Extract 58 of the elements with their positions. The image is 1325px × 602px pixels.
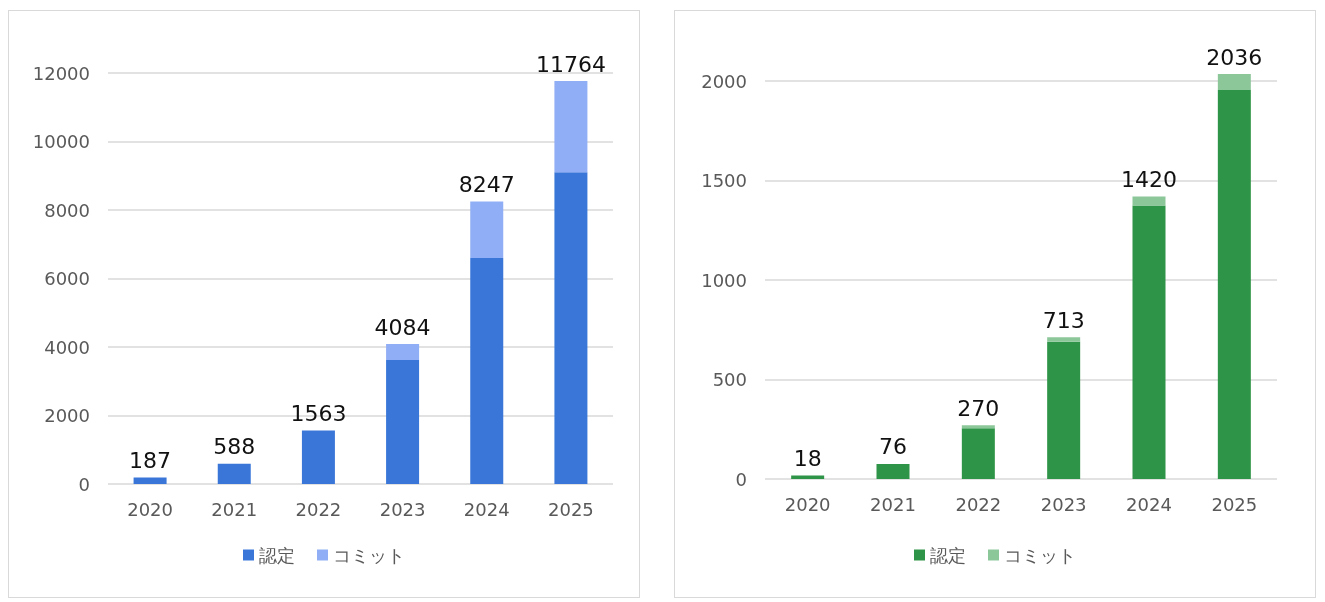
bar — [961, 428, 995, 479]
x-tick-label: 2021 — [870, 493, 916, 515]
total-label: 270 — [957, 395, 1000, 421]
y-tick-label: 6000 — [44, 268, 90, 289]
x-tick-label: 2024 — [1126, 493, 1172, 515]
y-tick-label: 2000 — [44, 405, 90, 426]
bar — [554, 81, 588, 173]
bar — [386, 344, 420, 361]
bar — [470, 201, 504, 258]
x-tick-label: 2022 — [295, 498, 342, 520]
x-tick-label: 2022 — [955, 493, 1002, 515]
x-tick-label: 2021 — [211, 498, 258, 520]
legend-label: コミット — [1004, 544, 1076, 566]
bar — [301, 430, 335, 484]
total-label: 8247 — [458, 172, 515, 198]
legend-label: 認定 — [259, 544, 295, 566]
bar — [217, 463, 251, 484]
total-label: 187 — [129, 448, 172, 474]
total-label: 1420 — [1121, 167, 1177, 193]
total-label: 4084 — [374, 314, 431, 340]
y-tick-label: 4000 — [44, 336, 90, 358]
legend-label: 認定 — [930, 544, 966, 566]
legend-label: コミット — [333, 544, 405, 566]
total-label: 76 — [879, 434, 907, 460]
bar — [386, 360, 420, 484]
bar — [1047, 337, 1081, 342]
total-label: 2036 — [1206, 44, 1263, 70]
bar — [1047, 341, 1081, 479]
total-label: 588 — [213, 434, 256, 460]
bar — [876, 463, 910, 479]
x-tick-label: 2020 — [784, 493, 831, 515]
y-tick-label: 12000 — [32, 62, 90, 84]
bar — [554, 172, 588, 484]
total-label: 11764 — [535, 51, 606, 77]
bar — [1217, 90, 1251, 479]
x-tick-label: 2023 — [1040, 493, 1087, 515]
y-tick-label: 1500 — [701, 170, 747, 192]
x-tick-label: 2025 — [1211, 493, 1258, 515]
bar — [470, 257, 504, 484]
x-tick-label: 2023 — [379, 498, 426, 520]
x-tick-label: 2020 — [127, 498, 173, 520]
y-tick-label: 2000 — [701, 70, 747, 92]
bar — [133, 477, 167, 484]
y-tick-label: 1000 — [701, 269, 747, 291]
total-label: 18 — [793, 445, 822, 471]
bar — [791, 475, 825, 479]
y-tick-label: 500 — [712, 369, 747, 391]
bar — [1132, 205, 1166, 479]
total-label: 1563 — [290, 400, 347, 426]
y-tick-label: 0 — [735, 468, 747, 490]
y-tick-label: 0 — [78, 473, 90, 495]
x-tick-label: 2024 — [463, 498, 510, 520]
x-tick-label: 2025 — [548, 498, 594, 520]
total-label: 713 — [1042, 307, 1085, 333]
bar — [1217, 74, 1251, 91]
bar — [961, 425, 995, 429]
y-tick-label: 10000 — [32, 131, 90, 152]
y-tick-label: 8000 — [44, 199, 90, 221]
